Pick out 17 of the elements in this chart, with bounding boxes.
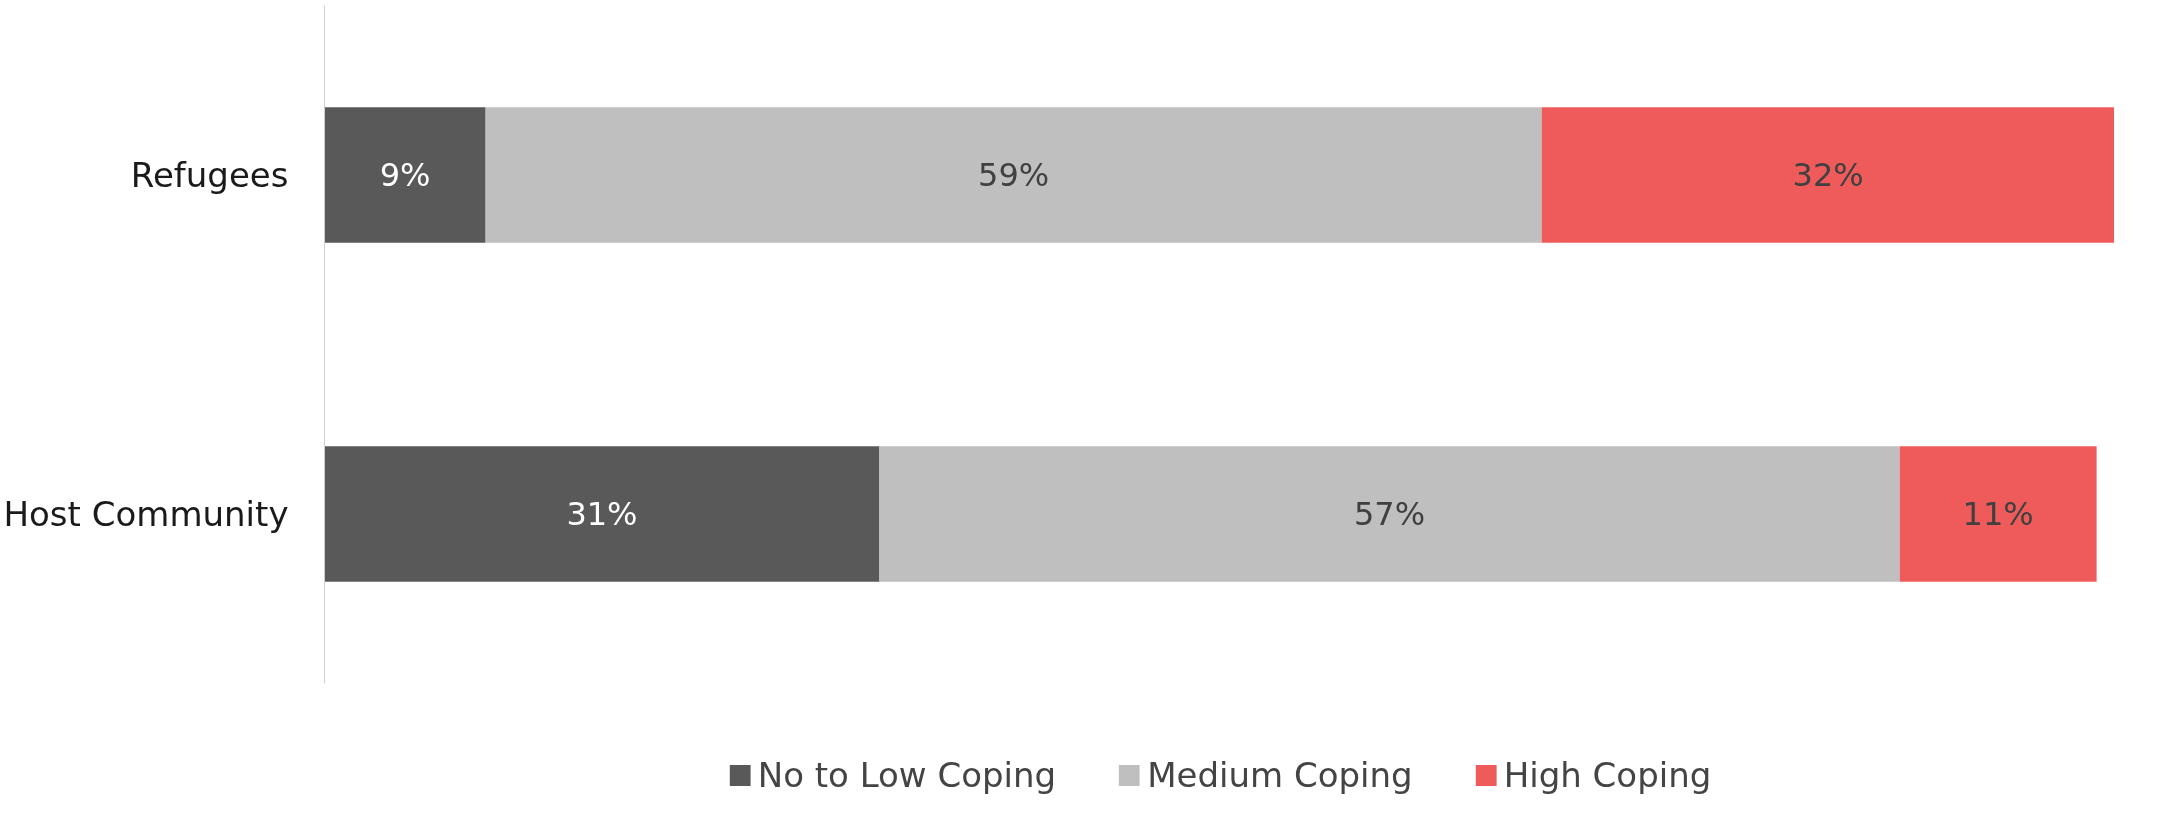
legend-label: Medium Coping xyxy=(1147,755,1413,795)
bar xyxy=(1541,107,2114,243)
bar xyxy=(324,107,486,243)
data-label: 31% xyxy=(566,494,638,533)
bar xyxy=(324,446,880,582)
y-tick-label: Host Community xyxy=(3,493,289,534)
legend-label: High Coping xyxy=(1503,755,1712,795)
bar xyxy=(485,107,1542,243)
data-label: 57% xyxy=(1353,494,1426,533)
bar xyxy=(879,446,1900,582)
bar xyxy=(1899,446,2097,582)
data-label: 32% xyxy=(1792,155,1864,194)
data-label: 9% xyxy=(379,155,431,194)
y-tick-label: Refugees xyxy=(130,154,289,195)
legend-label: No to Low Coping xyxy=(757,755,1057,795)
data-label: 11% xyxy=(1962,494,2034,533)
data-label: 59% xyxy=(978,155,1050,194)
